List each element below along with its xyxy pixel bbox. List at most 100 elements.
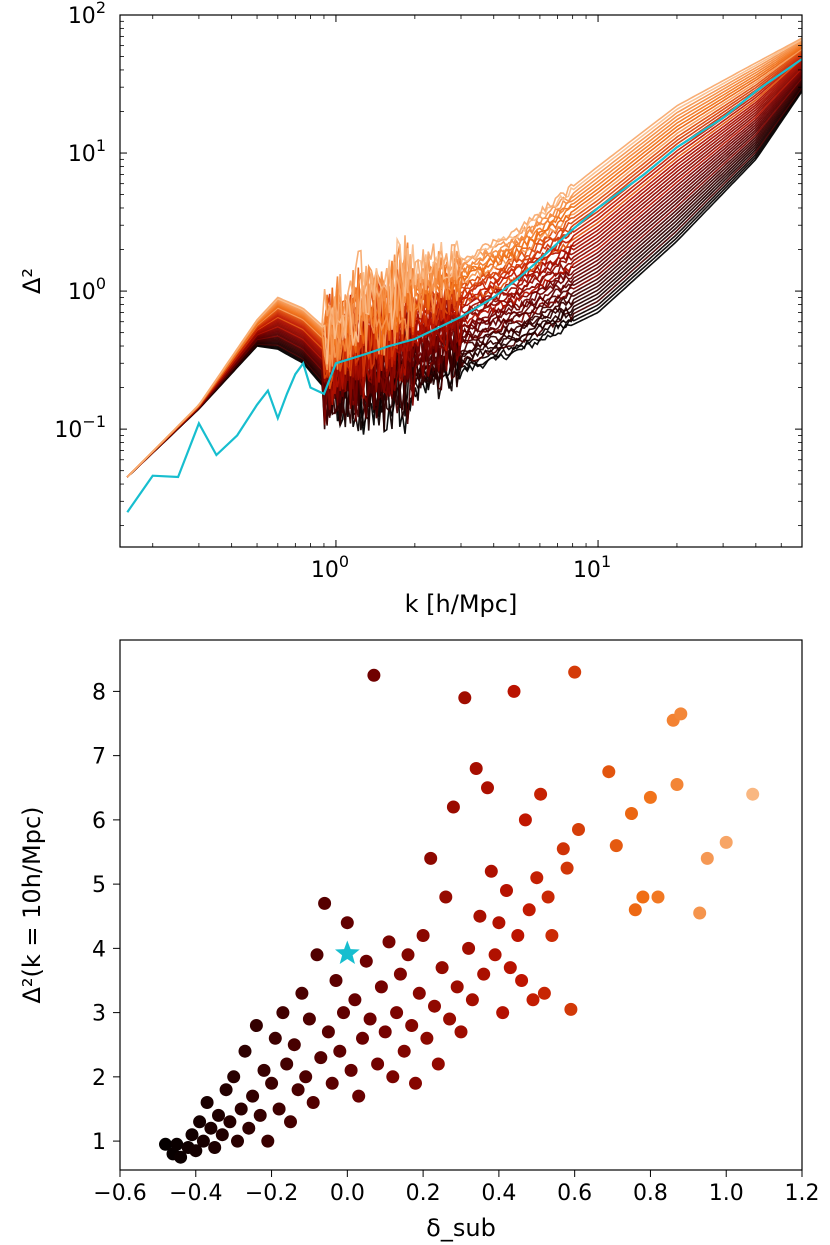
scatter-point [215, 1128, 229, 1142]
scatter-point [280, 1057, 294, 1071]
scatter-points [159, 665, 760, 1164]
scatter-point [507, 684, 521, 698]
scatter-point [397, 1044, 411, 1058]
bottom-panel: −0.6 −0.4 −0.2 0.0 0.2 0.4 0.6 0.8 1.0 1.2 1 2 3 4 5 6 7… [18, 639, 820, 1242]
tick-base: 10 [573, 558, 601, 583]
scatter-point [454, 1025, 468, 1039]
scatter-point [227, 1070, 241, 1084]
scatter-point [693, 906, 707, 920]
bottom-ylabel: Δ²(k = 10h/Mpc) [18, 806, 46, 1003]
y-tick-label: 10−1 [54, 412, 106, 443]
scatter-point [196, 1134, 210, 1148]
scatter-point [382, 935, 396, 949]
y-tick-label: 4 [92, 937, 106, 962]
scatter-point [473, 909, 487, 923]
top-ylabel-text: Δ² [18, 268, 46, 294]
x-tick-label: 0.6 [557, 1181, 592, 1206]
scatter-point [276, 1006, 290, 1020]
scatter-point [374, 980, 388, 994]
scatter-point [272, 1102, 286, 1116]
scatter-point [556, 842, 570, 856]
x-tick-label: 1.2 [785, 1181, 820, 1206]
scatter-point [246, 1089, 260, 1103]
x-tick-label: −0.4 [169, 1181, 222, 1206]
ensemble-line [126, 52, 802, 478]
y-tick-label: 6 [92, 809, 106, 834]
scatter-point [500, 884, 513, 897]
scatter-point [700, 851, 714, 865]
scatter-point [204, 1121, 218, 1135]
scatter-point [651, 890, 665, 904]
x-tick-label: 0.4 [481, 1181, 516, 1206]
scatter-point [234, 1102, 248, 1116]
scatter-point [534, 787, 548, 801]
x-tick-label: −0.6 [93, 1181, 146, 1206]
scatter-point [212, 1108, 225, 1122]
y-tick-label: 8 [92, 680, 106, 705]
scatter-point [363, 1012, 377, 1026]
top-ylabel: Δ² [18, 268, 46, 294]
scatter-point [189, 1144, 203, 1158]
scatter-point [560, 861, 574, 875]
tick-exp: −1 [82, 412, 106, 431]
scatter-point [231, 1134, 244, 1148]
scatter-point [405, 1019, 419, 1032]
scatter-point [511, 929, 525, 942]
bottom-plot-frame [119, 639, 803, 1171]
x-tick-label: 100 [311, 552, 349, 583]
scatter-point [746, 787, 760, 801]
scatter-point [401, 948, 415, 962]
scatter-point [344, 1063, 358, 1077]
scatter-point [428, 999, 441, 1013]
scatter-point [625, 807, 638, 820]
bottom-xlabel: δ_sub [426, 1214, 496, 1242]
x-tick-label: 0.2 [406, 1181, 441, 1206]
tick-base: 10 [68, 142, 96, 167]
scatter-point [265, 1076, 279, 1090]
scatter-point [458, 691, 472, 705]
scatter-point [719, 835, 733, 849]
scatter-point [412, 986, 426, 1000]
scatter-point [572, 823, 585, 836]
scatter-point [488, 948, 502, 962]
ensemble-line [126, 37, 802, 478]
scatter-point [674, 707, 688, 721]
scatter-point [390, 1006, 404, 1020]
scatter-point [450, 980, 464, 994]
scatter-point [352, 1089, 366, 1103]
scatter-point [325, 1076, 339, 1090]
scatter-point [492, 916, 506, 930]
scatter-point [481, 781, 494, 795]
scatter-point [386, 1070, 400, 1084]
reference-star-marker [335, 940, 360, 964]
scatter-point [257, 1063, 271, 1077]
scatter-point [242, 1121, 256, 1135]
scatter-point [378, 1025, 392, 1039]
scatter-point [522, 903, 536, 917]
y-tick-label: 101 [68, 136, 106, 167]
x-tick-label: 1.0 [709, 1181, 744, 1206]
scatter-point [249, 1019, 263, 1032]
scatter-point [318, 896, 332, 910]
y-tick-label: 2 [92, 1066, 106, 1091]
scatter-point [268, 1031, 282, 1045]
scatter-point [371, 1057, 385, 1071]
scatter-point [503, 961, 517, 975]
scatter-point [439, 890, 453, 904]
tick-exp: 2 [96, 0, 106, 17]
scatter-point [174, 1150, 188, 1164]
scatter-point [496, 1006, 510, 1020]
scatter-point [446, 800, 460, 814]
ensemble-line [126, 56, 802, 478]
reference-line [126, 58, 802, 513]
scatter-point [443, 1012, 457, 1026]
scatter-point [321, 1025, 335, 1039]
scatter-point [223, 1115, 237, 1129]
scatter-point [219, 1083, 233, 1097]
scatter-point [568, 665, 582, 679]
y-tick-label: 7 [92, 745, 106, 770]
scatter-point [310, 948, 324, 962]
scatter-point [537, 986, 551, 1000]
scatter-point [299, 1070, 313, 1084]
